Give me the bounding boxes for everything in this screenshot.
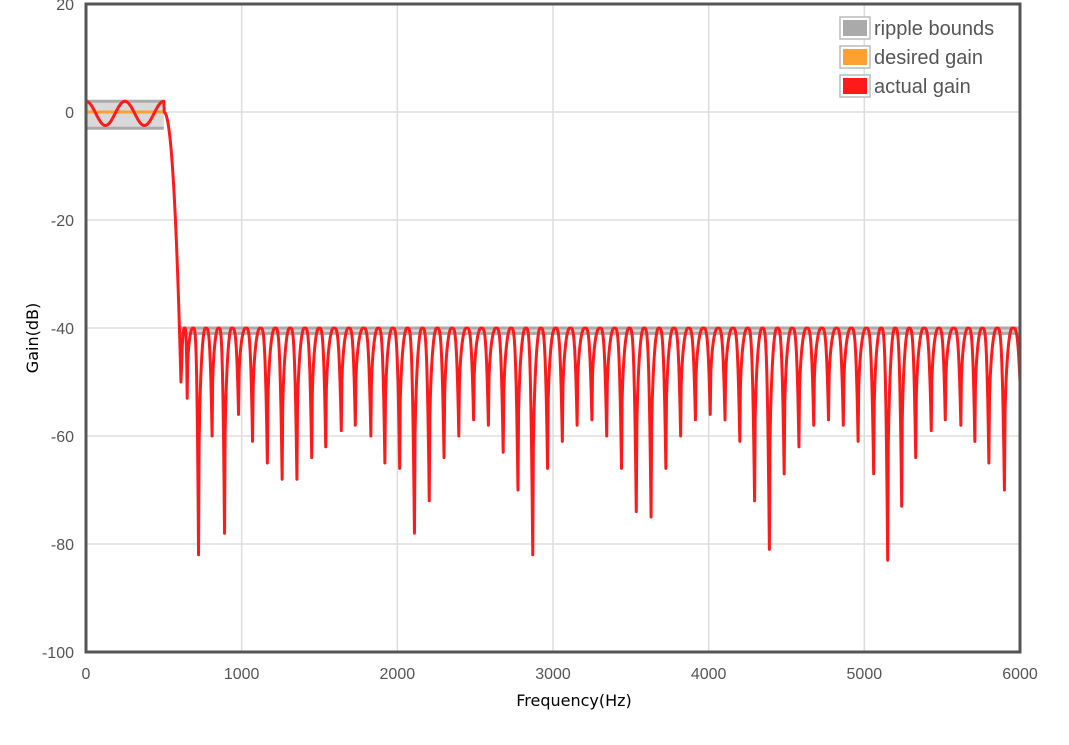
legend-item: actual gain — [839, 74, 971, 98]
legend-swatch — [843, 20, 867, 36]
legend-swatch — [843, 78, 867, 94]
y-tick-label: -100 — [42, 645, 74, 662]
x-tick-label: 5000 — [847, 666, 883, 683]
legend-label: ripple bounds — [874, 18, 994, 40]
plot-border — [84, 2, 1022, 654]
y-tick-label: -20 — [51, 213, 74, 230]
legend: ripple bounds desired gain actual gain — [839, 16, 994, 98]
y-tick-label: -80 — [51, 537, 74, 554]
x-axis-ticks: 0 1000 2000 3000 4000 5000 6000 — [82, 666, 1038, 683]
x-axis-label: Frequency(Hz) — [516, 691, 632, 710]
x-tick-label: 1000 — [224, 666, 260, 683]
actual-gain-series — [85, 99, 1022, 562]
legend-item: ripple bounds — [839, 16, 994, 40]
y-axis-label: Gain(dB) — [23, 303, 42, 373]
legend-label: desired gain — [874, 47, 983, 69]
y-tick-label: -40 — [51, 321, 74, 338]
ripple-band — [86, 101, 164, 129]
actual-gain-line — [85, 99, 1022, 562]
y-axis-ticks: 20 0 -20 -40 -60 -80 -100 — [42, 0, 74, 662]
y-tick-label: 0 — [65, 105, 74, 122]
y-tick-label: 20 — [56, 0, 74, 14]
x-tick-label: 0 — [82, 666, 91, 683]
legend-label: actual gain — [874, 76, 971, 98]
x-tick-label: 4000 — [691, 666, 727, 683]
x-tick-label: 3000 — [535, 666, 571, 683]
legend-item: desired gain — [839, 45, 983, 69]
ripple-band — [179, 328, 1020, 334]
y-tick-label: -60 — [51, 429, 74, 446]
x-tick-label: 6000 — [1002, 666, 1038, 683]
legend-swatch — [843, 49, 867, 65]
x-tick-label: 2000 — [380, 666, 416, 683]
